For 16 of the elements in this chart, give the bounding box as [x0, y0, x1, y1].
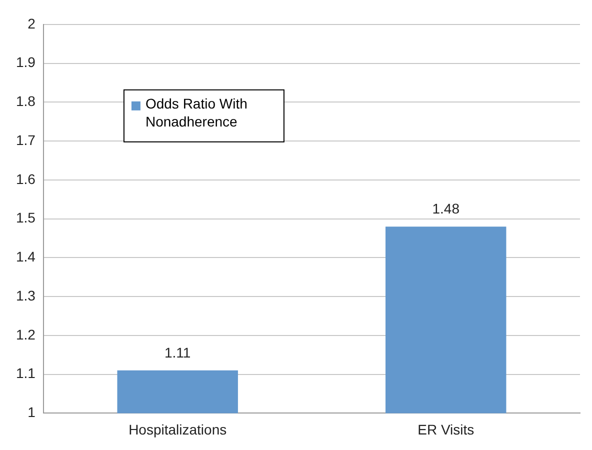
y-tick-label: 1.7 — [16, 132, 36, 148]
y-tick-label: 1.5 — [16, 210, 36, 226]
data-label: 1.48 — [432, 200, 460, 216]
y-tick-label: 1.6 — [16, 170, 36, 187]
x-tick-label: ER Visits — [418, 421, 474, 438]
y-tick-label: 1.1 — [16, 365, 36, 382]
legend-label: Odds Ratio With Nonadherence — [145, 95, 248, 130]
y-tick-label: 1.4 — [16, 248, 36, 265]
y-tick-label: 2 — [28, 15, 36, 32]
x-tick-label: Hospitalizations — [128, 421, 227, 438]
y-tick-label: 1 — [28, 404, 36, 420]
y-tick-label: 1.3 — [16, 287, 36, 304]
y-tick-label: 1.9 — [16, 54, 36, 70]
y-tick-label: 1.2 — [16, 326, 36, 342]
data-label: 1.11 — [164, 344, 191, 360]
y-tick-label: 1.8 — [16, 93, 36, 110]
